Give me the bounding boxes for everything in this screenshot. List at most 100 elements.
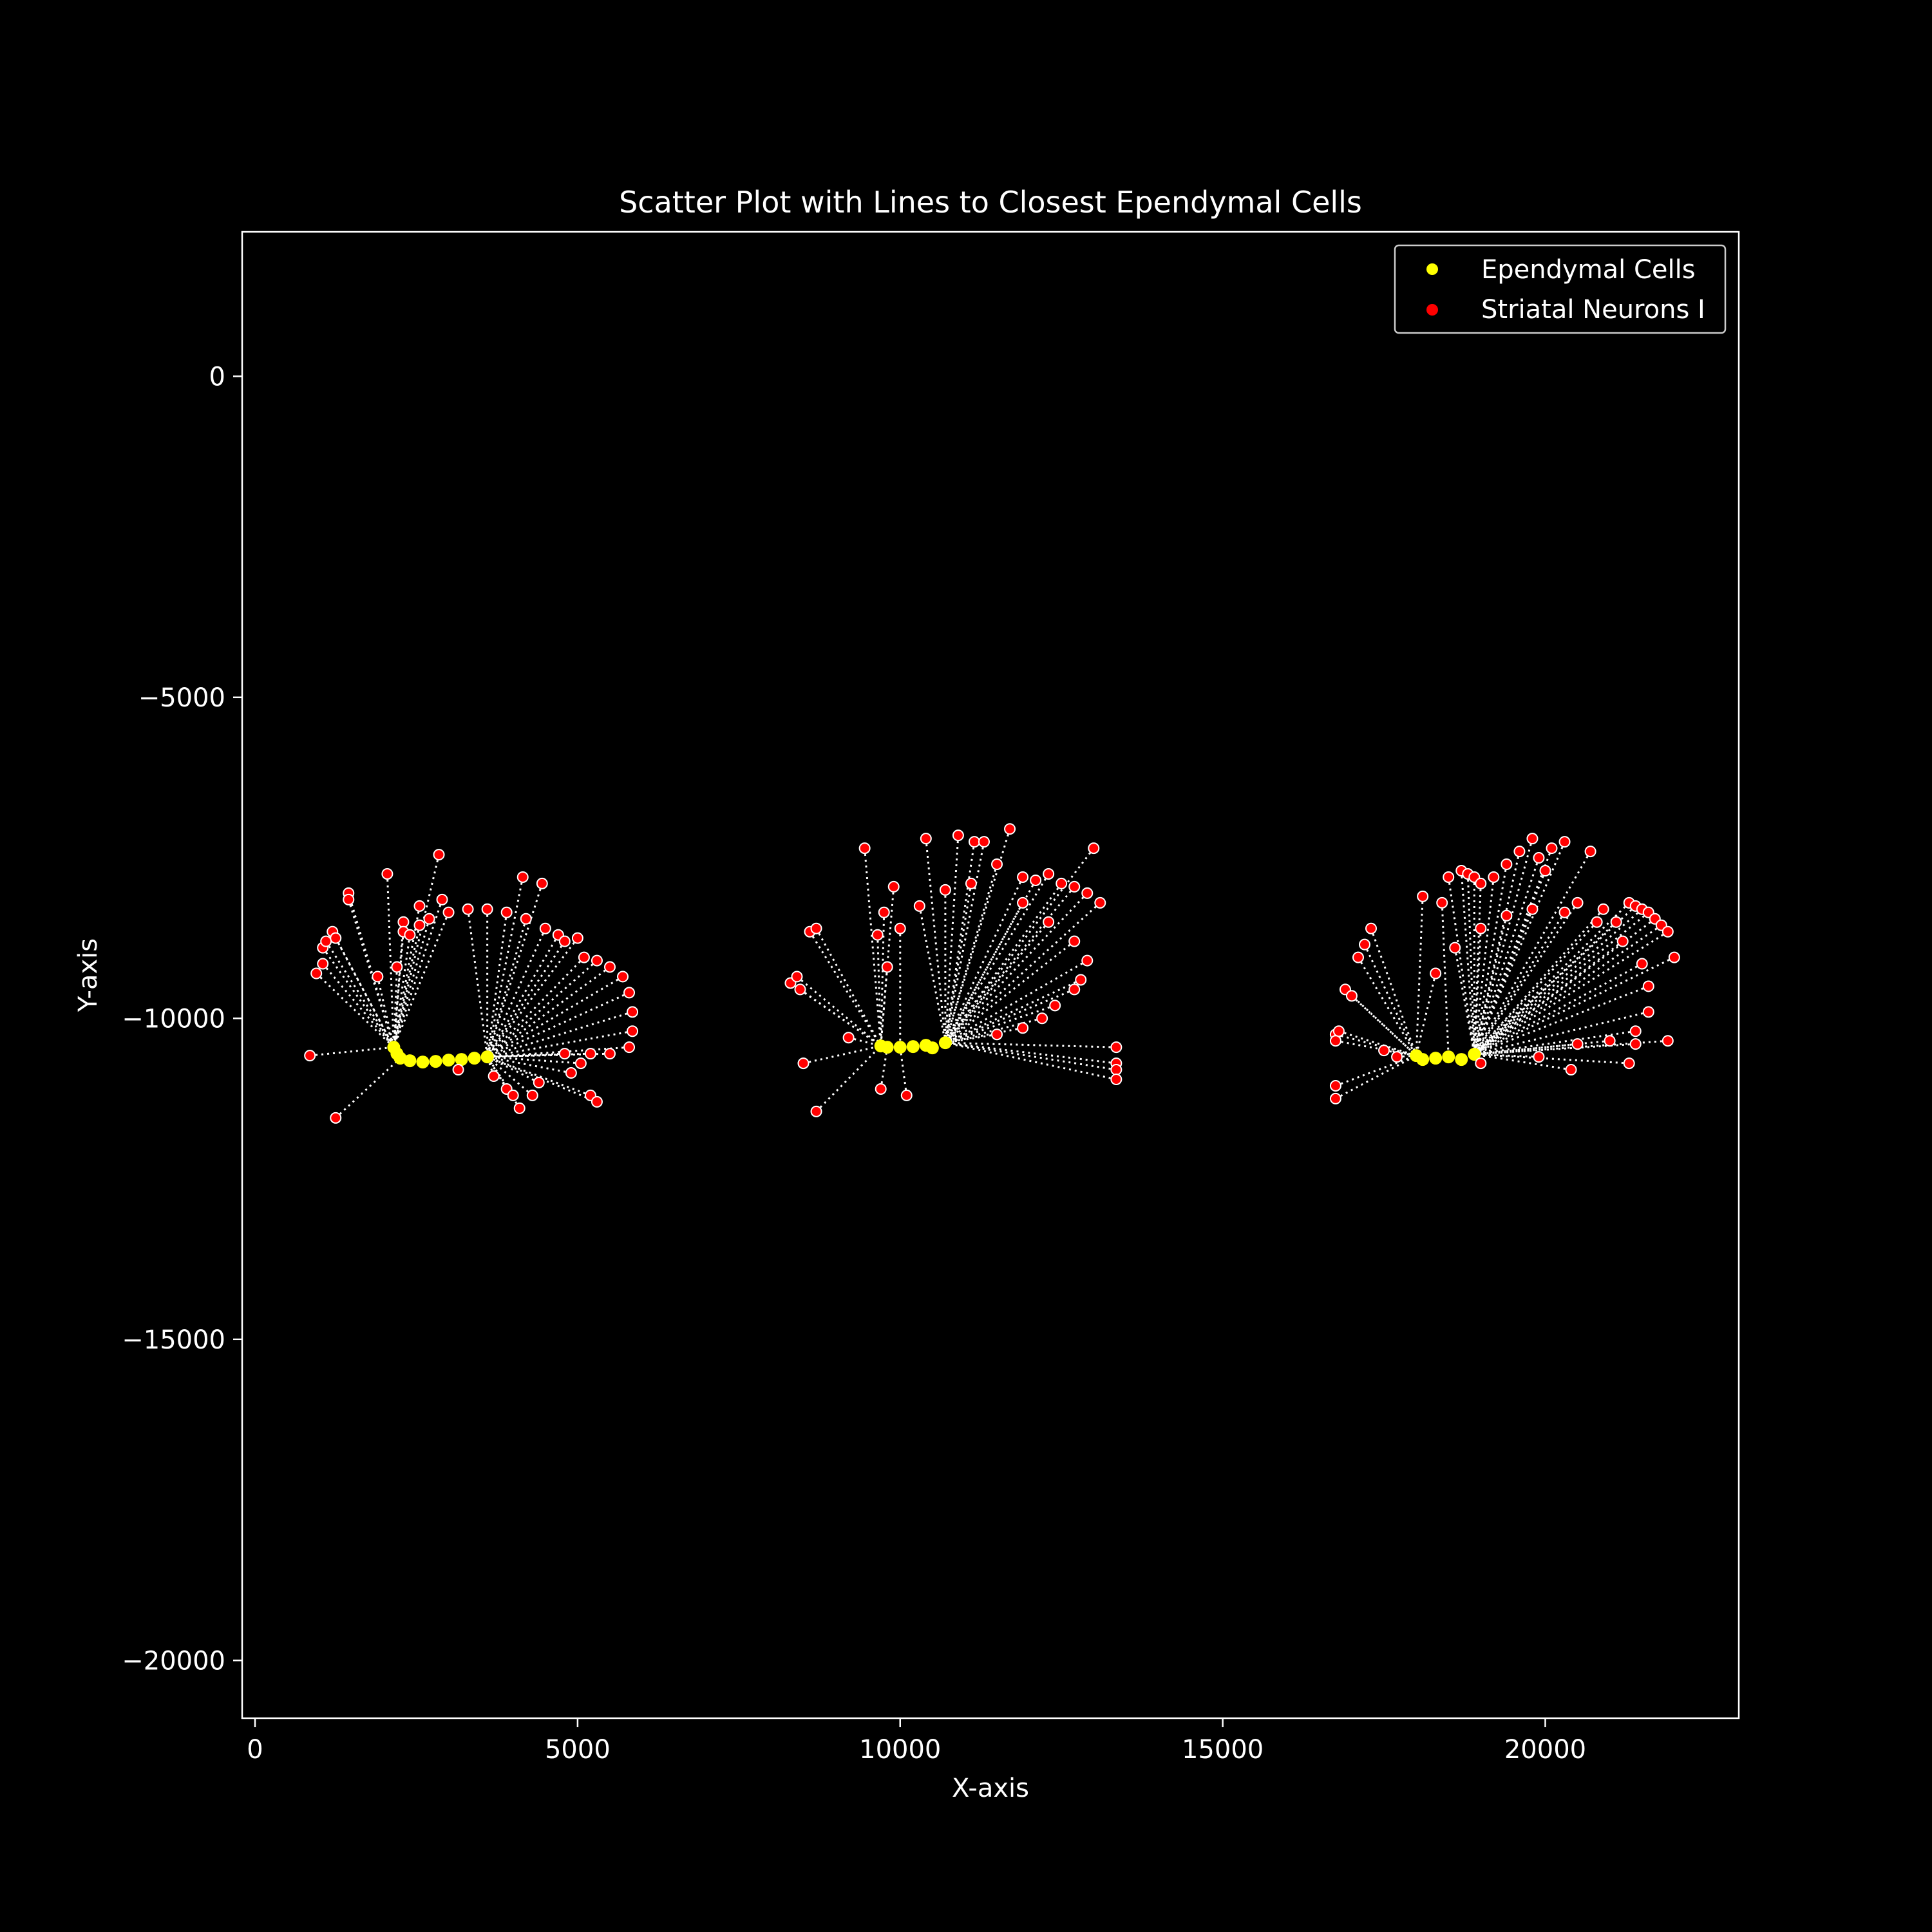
nearest-link-line	[487, 1046, 630, 1058]
ependymal-cell-point	[442, 1054, 455, 1067]
striatal-neuron-point	[1533, 1051, 1545, 1063]
striatal-neuron-point	[875, 1083, 887, 1095]
nearest-link-line	[1473, 902, 1630, 1056]
ependymal-cell-point	[1429, 1052, 1443, 1065]
nearest-link-line	[1473, 915, 1508, 1055]
nearest-link-line	[487, 1056, 591, 1097]
striatal-neuron-point	[810, 922, 822, 934]
nearest-link-line	[944, 880, 1037, 1043]
nearest-link-line	[944, 940, 1075, 1044]
striatal-neuron-point	[536, 877, 548, 889]
nearest-link-line	[945, 979, 1081, 1044]
ependymal-cell-point	[1455, 1053, 1468, 1066]
striatal-neuron-point	[1359, 938, 1370, 951]
nearest-link-line	[486, 1056, 540, 1084]
striatal-neuron-point	[507, 1089, 519, 1101]
nearest-link-line	[486, 918, 527, 1057]
nearest-link-line	[392, 934, 411, 1048]
nearest-link-line	[1473, 848, 1553, 1055]
nearest-link-line	[1441, 902, 1450, 1057]
striatal-neuron-point	[1352, 951, 1364, 963]
striatal-neuron-point	[1094, 896, 1106, 909]
striatal-neuron-point	[317, 958, 329, 970]
nearest-link-line	[486, 912, 508, 1057]
striatal-neuron-point	[1623, 1057, 1635, 1070]
nearest-link-line	[1474, 1030, 1636, 1056]
striatal-neuron-point	[343, 893, 355, 905]
nearest-link-line	[1335, 1039, 1417, 1057]
nearest-link-line	[486, 934, 560, 1057]
ependymal-cell-point	[468, 1052, 481, 1065]
striatal-neuron-point	[1110, 1064, 1122, 1076]
nearest-link-line	[347, 899, 395, 1048]
striatal-neuron-point	[1533, 852, 1545, 864]
striatal-neuron-point	[1110, 1041, 1122, 1054]
nearest-link-line	[1460, 870, 1475, 1055]
nearest-link-line	[1474, 1053, 1629, 1065]
nearest-link-line	[486, 960, 598, 1058]
legend-label-neurons: Striatal Neurons I	[1481, 295, 1705, 325]
nearest-link-line	[799, 989, 882, 1047]
ependymal-cell-point	[1416, 1053, 1430, 1066]
striatal-neuron-point	[304, 1050, 316, 1062]
striatal-neuron-point	[1513, 846, 1526, 858]
nearest-link-line	[815, 1045, 882, 1112]
chart-title: Scatter Plot with Lines to Closest Epend…	[619, 185, 1362, 220]
striatal-neuron-point	[404, 929, 416, 941]
nearest-link-line	[1473, 851, 1591, 1055]
nearest-link-line	[815, 927, 882, 1046]
striatal-neuron-point	[1526, 833, 1539, 845]
nearest-link-line	[944, 883, 972, 1043]
striatal-neuron-point	[452, 1064, 464, 1076]
striatal-neuron-point	[1443, 871, 1455, 883]
nearest-link-line	[880, 1046, 889, 1090]
striatal-neuron-point	[1017, 896, 1029, 909]
nearest-link-line	[944, 848, 1095, 1044]
nearest-link-line	[486, 966, 611, 1058]
striatal-neuron-point	[1475, 922, 1487, 934]
striatal-neuron-point	[1604, 1035, 1616, 1047]
striatal-neuron-point	[1043, 867, 1055, 880]
striatal-neuron-point	[1391, 1051, 1403, 1063]
striatal-neuron-point	[797, 1057, 810, 1070]
striatal-neuron-point	[1017, 871, 1029, 883]
striatal-neuron-point	[516, 871, 529, 883]
nearest-link-line	[944, 841, 976, 1043]
nearest-link-line	[1335, 1054, 1417, 1100]
striatal-neuron-point	[1068, 983, 1081, 996]
y-tick-label: 0	[209, 362, 225, 392]
ependymal-cell-point	[1442, 1050, 1455, 1064]
nearest-link-line	[899, 1046, 908, 1096]
striatal-neuron-point	[791, 971, 803, 983]
nearest-link-line	[880, 967, 889, 1046]
striatal-neuron-point	[623, 987, 636, 999]
striatal-neuron-point	[1488, 871, 1500, 883]
ependymal-cell-point	[938, 1036, 952, 1050]
striatal-neuron-point	[310, 967, 323, 980]
y-tick-label: −10000	[122, 1004, 225, 1034]
y-tick-label: −20000	[122, 1646, 225, 1676]
x-tick-label: 20000	[1504, 1735, 1586, 1765]
striatal-neuron-point	[320, 935, 332, 947]
striatal-neuron-point	[391, 961, 403, 973]
nearest-link-line	[944, 864, 998, 1043]
nearest-link-line	[1474, 1053, 1571, 1071]
x-tick-label: 10000	[859, 1735, 941, 1765]
striatal-neuron-point	[900, 1089, 913, 1101]
nearest-link-line	[945, 1027, 1023, 1044]
nearest-link-line	[1335, 1033, 1417, 1057]
striatal-neuron-point	[1068, 880, 1081, 893]
nearest-link-line	[945, 960, 1088, 1044]
striatal-neuron-point	[1616, 935, 1629, 947]
striatal-neuron-point	[1558, 836, 1571, 848]
nearest-link-line	[1357, 956, 1417, 1056]
striatal-neuron-point	[991, 858, 1003, 871]
ependymal-cell-point	[906, 1040, 920, 1054]
striatal-neuron-point	[603, 961, 616, 973]
nearest-link-line	[1454, 947, 1475, 1055]
nearest-link-line	[1473, 902, 1578, 1055]
striatal-neuron-point	[397, 916, 410, 928]
striatal-neuron-point	[603, 1048, 616, 1060]
